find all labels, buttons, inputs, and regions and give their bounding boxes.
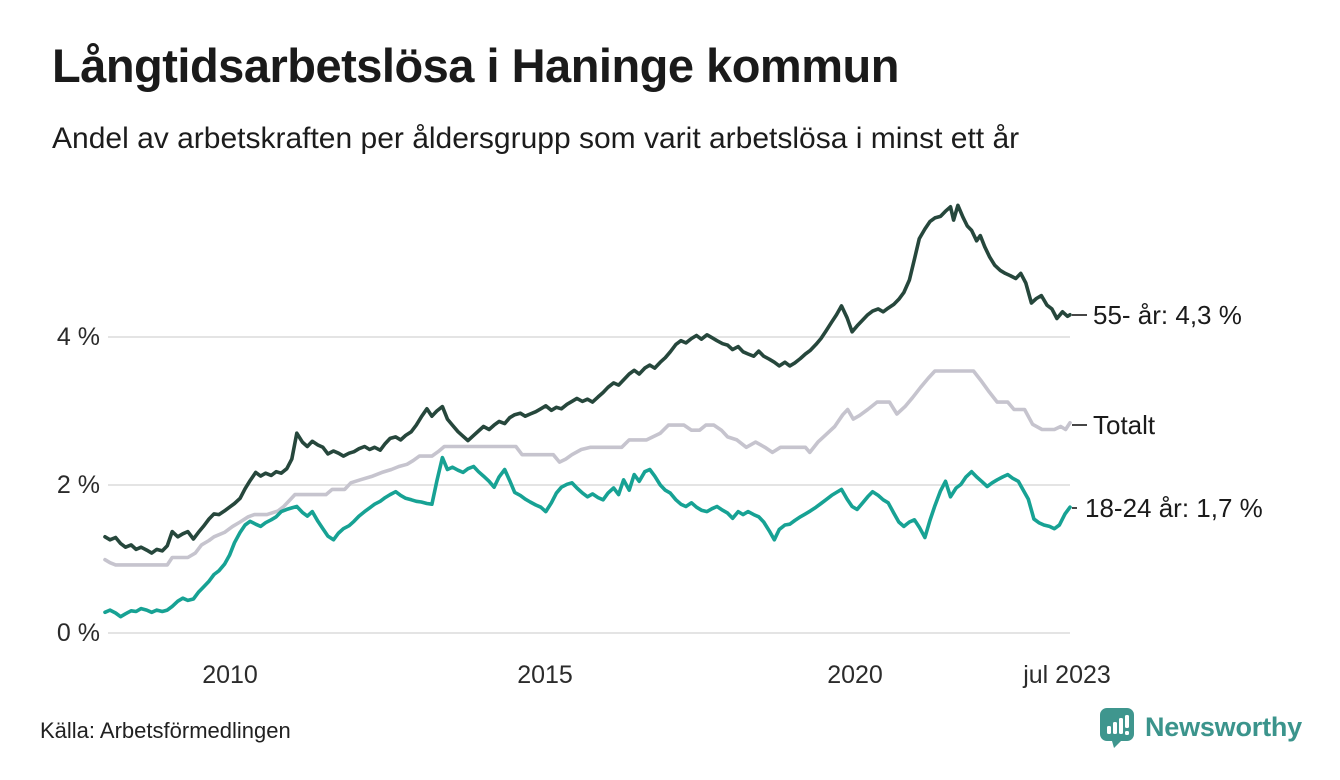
chart-subtitle: Andel av arbetskraften per åldersgrupp s…: [52, 122, 1020, 155]
y-axis-tick-4: 4 %: [56, 323, 100, 351]
newsworthy-logo: Newsworthy: [1098, 706, 1302, 748]
x-axis-tick-2020: 2020: [827, 661, 883, 689]
newsworthy-pin-barchart-icon: [1099, 708, 1134, 748]
series-line-55: [103, 203, 1072, 555]
y-axis-tick-0: 0 %: [56, 619, 100, 647]
x-axis-tick-2010: 2010: [202, 661, 258, 689]
y-axis-tick-2: 2 %: [56, 471, 100, 499]
source-note: Källa: Arbetsförmedlingen: [40, 718, 291, 743]
chart-title: Långtidsarbetslösa i Haninge kommun: [52, 39, 899, 92]
series-line-totalt: [103, 369, 1072, 567]
leader-dash-icon: [1072, 506, 1077, 510]
series-annotation-label: Totalt: [1093, 410, 1156, 440]
series-annotation-18-24: 18-24 år: 1,7 %: [1072, 492, 1263, 524]
leader-dash-icon: [1072, 423, 1087, 427]
series-annotation-totalt: Totalt: [1072, 409, 1155, 441]
series-line-18-24: [103, 455, 1072, 619]
series-annotation-label: 18-24 år: 1,7 %: [1085, 493, 1263, 523]
series-annotation-55: 55- år: 4,3 %: [1072, 299, 1242, 331]
series-annotation-label: 55- år: 4,3 %: [1093, 300, 1242, 330]
x-axis-tick-jul-2023: jul 2023: [1023, 661, 1111, 689]
brand-name: Newsworthy: [1144, 711, 1302, 742]
leader-dash-icon: [1072, 313, 1087, 317]
x-axis-tick-2015: 2015: [517, 661, 573, 689]
